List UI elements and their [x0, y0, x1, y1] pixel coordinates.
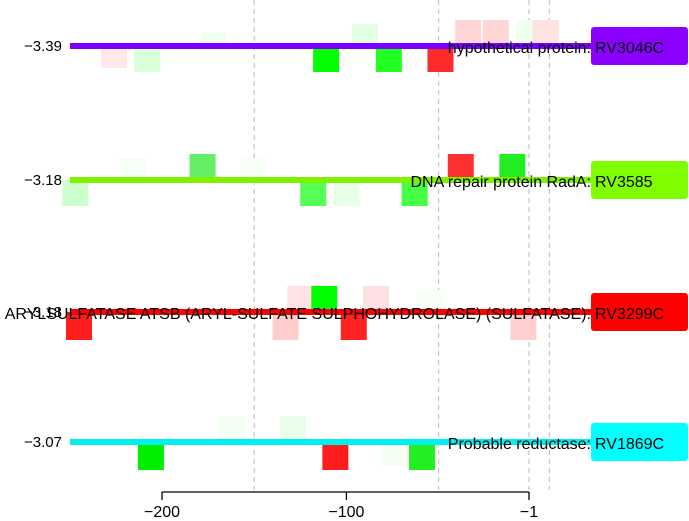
gene-label: ARYLSULFATASE ATSB (ARYL-SULFATE SULPHOH… [5, 306, 591, 323]
x-tick-label: −200 [144, 504, 180, 521]
bar [189, 154, 216, 180]
bar [510, 312, 537, 340]
bar [311, 286, 338, 312]
gene-label: Probable reductase: [448, 436, 591, 453]
chart-rows: −3.39 hypothetical protein: RV3046C −3.18 D… [5, 20, 688, 470]
bar [340, 312, 367, 340]
x-tick-label: −1 [520, 504, 538, 521]
bar [416, 290, 443, 312]
bar [119, 158, 146, 180]
row-2: −3.18 DNA repair protein RadA: RV3585 [24, 154, 688, 206]
bar [532, 20, 559, 46]
row-1: −3.39 hypothetical protein: RV3046C [24, 20, 688, 72]
bar [333, 180, 360, 206]
bar [313, 46, 340, 72]
bar [351, 24, 378, 46]
gene-color-box [591, 423, 688, 461]
bar [62, 180, 89, 206]
bar [137, 442, 164, 470]
gene-color-box [591, 27, 688, 65]
bar [272, 312, 299, 340]
bar [482, 20, 509, 46]
gene-color-box [591, 161, 688, 199]
bar [499, 154, 526, 180]
bar [455, 20, 482, 46]
bar [279, 416, 306, 442]
bar [101, 46, 128, 68]
bar [375, 46, 402, 72]
bar [401, 180, 428, 206]
x-axis: −200 −100 −1 [144, 491, 538, 521]
gene-id-label: RV3046C [595, 40, 664, 57]
gene-color-box [591, 293, 688, 331]
x-tick-label: −100 [328, 504, 364, 521]
bar [447, 154, 474, 180]
gene-id-label: RV1869C [595, 436, 664, 453]
score-label: −3.39 [24, 38, 62, 55]
score-label: −3.18 [24, 304, 62, 321]
bar [200, 32, 227, 46]
bar [287, 286, 314, 312]
bar [381, 442, 408, 466]
bar [300, 180, 327, 206]
score-label: −3.18 [24, 172, 62, 189]
bar [322, 442, 349, 470]
bar [241, 158, 268, 180]
gene-id-label: RV3299C [595, 306, 664, 323]
gene-id-label: RV3585 [595, 174, 653, 191]
bar [134, 46, 161, 72]
row-4: −3.07 Probable reductase: RV1869C [24, 416, 688, 470]
score-label: −3.07 [24, 434, 62, 451]
dashed-guides [253, 0, 550, 490]
bar [219, 416, 246, 442]
gene-label: hypothetical protein: [448, 40, 591, 57]
bar [427, 46, 454, 72]
bar [66, 312, 93, 340]
bar [362, 286, 389, 312]
bar [409, 442, 436, 470]
gene-label: DNA repair protein RadA: [410, 174, 591, 191]
